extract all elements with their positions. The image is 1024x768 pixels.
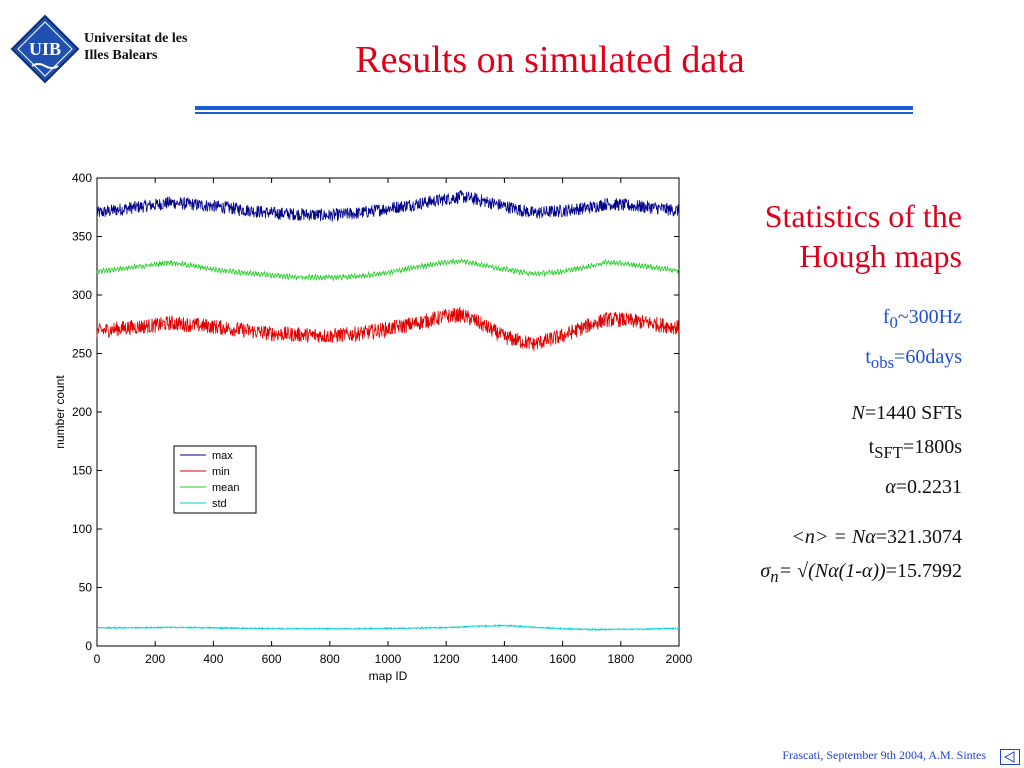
stat-tsft-subscript: SFT [874,443,903,462]
x-tick-label: 1200 [433,652,460,666]
title-underline [195,106,913,114]
x-axis-ticks: 0 200 400 600 800 1000 1200 1400 1600 1800 2000 [94,178,693,666]
previous-slide-icon[interactable] [1000,749,1020,765]
legend-label-std: std [212,498,227,510]
slide-title: Results on simulated data [355,39,745,81]
x-tick-label: 1800 [607,652,634,666]
legend-label-mean: mean [212,482,240,494]
stat-sigma-expression: = √(Nα(1-α)) [778,560,886,582]
y-tick-label: 400 [72,171,92,185]
y-tick-label: 0 [85,639,92,653]
stat-sigma-value: =15.7992 [885,560,962,582]
y-tick-label: 50 [79,581,93,595]
y-axis-label: number count [53,375,67,449]
legend-label-min: min [212,466,230,478]
y-tick-label: 250 [72,347,92,361]
series-layer [96,190,680,632]
slide-footer: Frascati, September 9th 2004, A.M. Sinte… [782,748,986,762]
x-tick-label: 600 [262,652,282,666]
statistics-panel: Statistics of the Hough maps f0~300Hz to… [642,196,962,594]
statistics-heading-line2: Hough maps [799,238,962,274]
y-tick-label: 150 [72,464,92,478]
series-max-line [96,190,680,222]
stat-mean-value: =321.3074 [875,526,962,548]
stat-alpha: α=0.2231 [642,470,962,504]
x-tick-label: 400 [203,652,223,666]
stat-n-symbol: N [851,402,865,424]
x-tick-label: 200 [145,652,165,666]
x-axis-label: map ID [369,669,408,683]
stat-tsft-symbol: t [868,436,875,458]
x-tick-label: 2000 [666,652,693,666]
statistics-heading-line1: Statistics of the [764,198,962,234]
stat-f0-symbol: f [882,306,890,328]
y-tick-label: 300 [72,288,92,302]
x-tick-label: 0 [94,652,101,666]
statistics-heading: Statistics of the Hough maps [642,196,962,276]
stat-tsft: tSFT=1800s [642,430,962,470]
uib-emblem-text: UIB [29,39,61,59]
y-tick-label: 100 [72,522,92,536]
stat-alpha-symbol: α [885,476,896,498]
chart-legend: max min mean std [173,445,257,514]
y-tick-label: 350 [72,230,92,244]
x-tick-label: 800 [320,652,340,666]
legend-label-max: max [212,450,233,462]
stat-sigma-subscript: n [770,567,779,586]
institution-line1: Universitat de les [84,31,188,46]
stat-f0-value: ~300Hz [897,306,962,328]
y-tick-label: 200 [72,405,92,419]
institution-line2: Illes Balears [84,48,158,63]
series-min-line [96,306,680,352]
stat-tobs: tobs=60days [642,340,962,380]
stat-tobs-value: =60days [894,346,962,368]
y-axis-ticks: 0 50 100 150 200 250 300 350 400 [72,171,679,653]
stat-n-sfts: N=1440 SFTs [642,396,962,430]
institution-name: Universitat de les Illes Balears [84,30,187,64]
series-mean-line [96,257,680,282]
stat-tobs-subscript: obs [870,353,895,372]
stat-f0-subscript: 0 [889,313,898,332]
uib-emblem-icon: UIB [10,14,80,84]
uib-logo: UIB Universitat de les Illes Balears [10,14,200,84]
stat-n-value: =1440 SFTs [864,402,962,424]
stat-tsft-value: =1800s [902,436,962,458]
x-tick-label: 1400 [491,652,518,666]
stat-f0: f0~300Hz [642,300,962,340]
stat-sigma-symbol: σ [760,560,771,582]
stat-mean-expression: <n> = Nα [791,526,876,548]
series-std-line [96,623,680,632]
x-tick-label: 1000 [375,652,402,666]
hough-statistics-chart: 0 200 400 600 800 1000 1200 1400 1600 1800 2000 0 5… [53,171,693,683]
stat-alpha-value: =0.2231 [895,476,962,498]
plot-area [96,177,680,647]
stat-sigma: σn= √(Nα(1-α))=15.7992 [642,554,962,594]
x-tick-label: 1600 [549,652,576,666]
stat-mean: <n> = Nα=321.3074 [642,520,962,554]
stat-tobs-symbol: t [865,346,871,368]
